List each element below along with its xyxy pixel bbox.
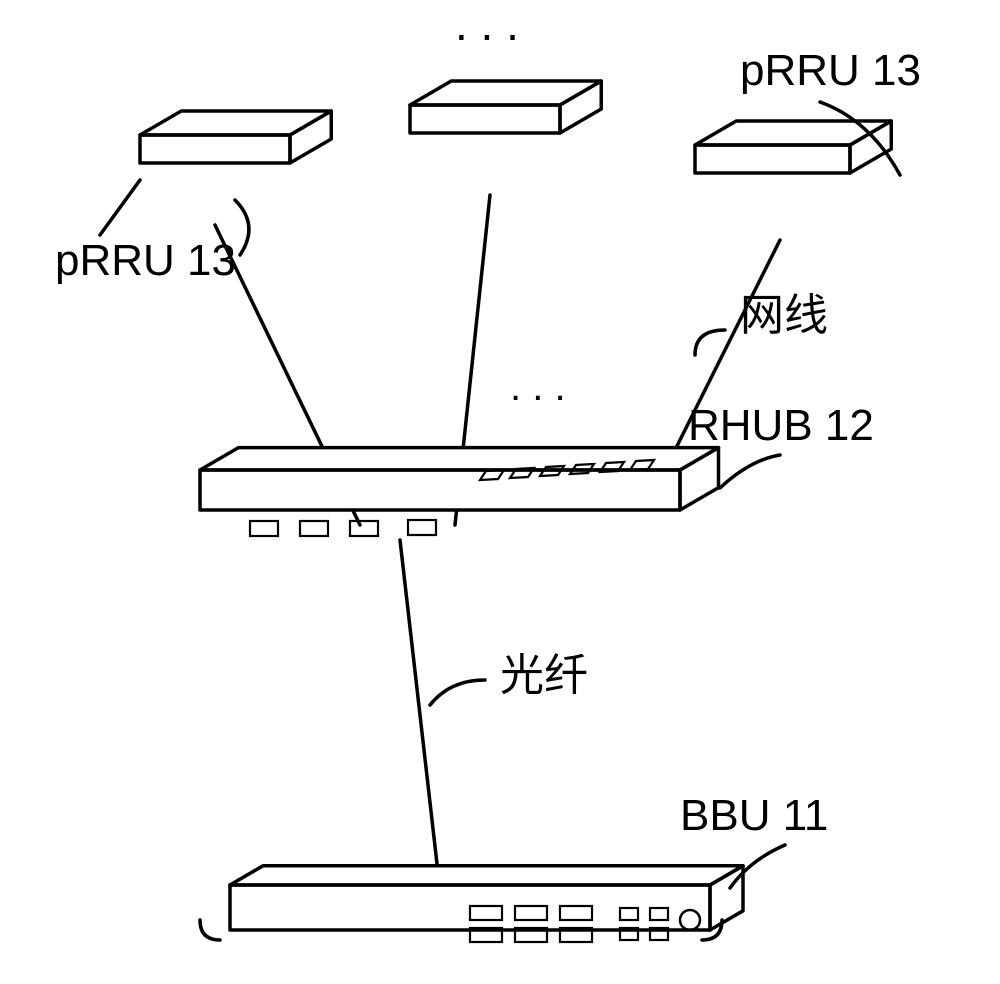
tail-prru-left-label [235,200,249,255]
label-fiber: 光纤 [500,651,588,700]
tail-fiber-label [430,680,485,705]
line-rhub-bbu [400,540,440,890]
label-bbu: BBU 11 [680,791,828,840]
label-netcable: 网线 [740,291,828,340]
label-prru_left: pRRU 13 [55,236,236,285]
label-rhub: RHUB 12 [688,401,874,450]
label-prru_top_right: pRRU 13 [740,46,921,95]
tail-prru1 [100,180,140,235]
tail-netcable [695,330,725,355]
label-top_dots: . . . [455,0,519,50]
diagram-root: . . . pRRU 13 pRRU 13 . . . 网线 RHUB 12 光纤 BBU 1… [0,0,1000,984]
tail-rhub-label [720,455,780,488]
bbu-left-bracket [200,920,220,940]
label-mid_dots: . . . [510,365,566,409]
